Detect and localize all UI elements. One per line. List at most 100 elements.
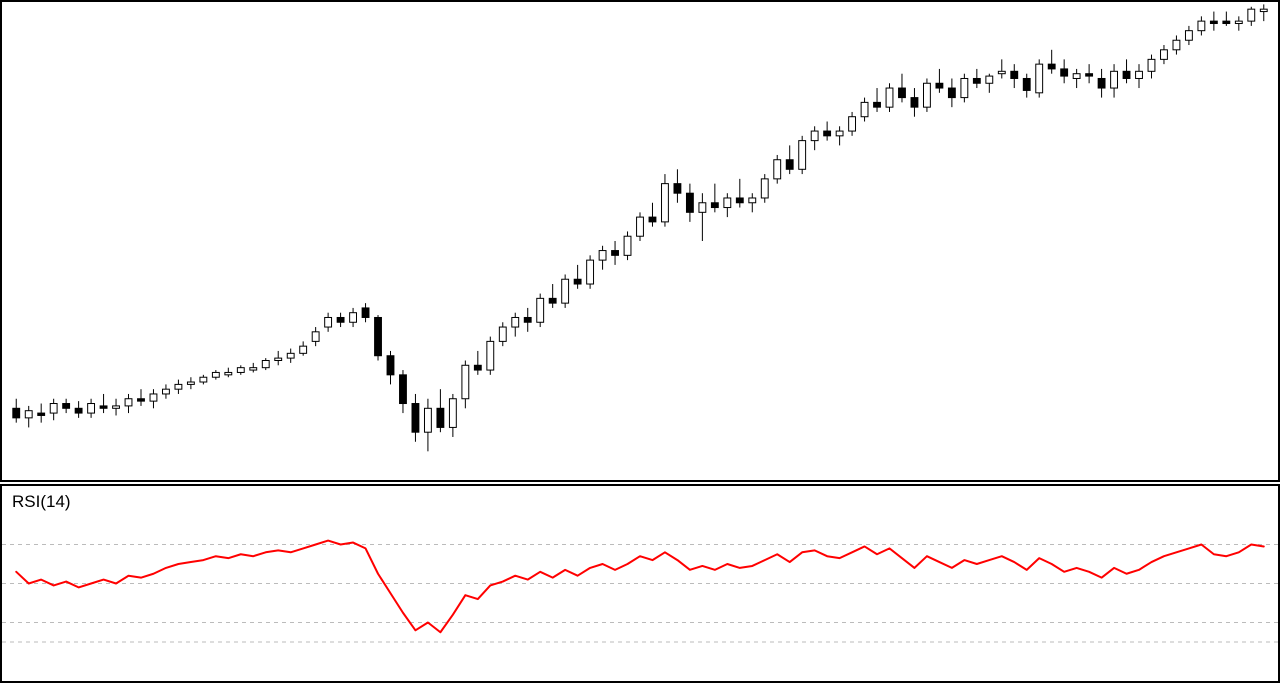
candle-body bbox=[400, 375, 407, 404]
candle-body bbox=[1161, 50, 1168, 60]
candle-body bbox=[649, 217, 656, 222]
candle-body bbox=[1173, 40, 1180, 50]
candle-body bbox=[1011, 71, 1018, 78]
candle-body bbox=[25, 411, 32, 418]
candle-body bbox=[861, 102, 868, 116]
candle-body bbox=[187, 382, 194, 384]
candle-body bbox=[1198, 21, 1205, 31]
candle-body bbox=[1098, 78, 1105, 88]
candle-body bbox=[599, 251, 606, 261]
candle-body bbox=[537, 298, 544, 322]
rsi-panel: RSI(14) bbox=[0, 484, 1280, 683]
candle-body bbox=[474, 365, 481, 370]
candlestick-chart bbox=[2, 2, 1278, 480]
candle-body bbox=[711, 203, 718, 208]
candle-body bbox=[250, 368, 257, 370]
candle-body bbox=[499, 327, 506, 341]
candle-body bbox=[1248, 9, 1255, 21]
candle-body bbox=[1260, 9, 1267, 11]
candle-body bbox=[1235, 21, 1242, 23]
candle-body bbox=[350, 313, 357, 323]
candle-body bbox=[1111, 71, 1118, 88]
rsi-label: RSI(14) bbox=[12, 492, 71, 512]
candle-body bbox=[424, 408, 431, 432]
candle-body bbox=[724, 198, 731, 208]
candle-body bbox=[749, 198, 756, 203]
candle-body bbox=[113, 406, 120, 408]
candle-body bbox=[125, 399, 132, 406]
candle-body bbox=[662, 184, 669, 222]
candle-body bbox=[1210, 21, 1217, 23]
candle-body bbox=[287, 353, 294, 358]
candle-body bbox=[88, 404, 95, 414]
candle-body bbox=[1223, 21, 1230, 23]
candle-body bbox=[686, 193, 693, 212]
candle-body bbox=[1061, 69, 1068, 76]
candle-body bbox=[736, 198, 743, 203]
candle-body bbox=[150, 394, 157, 401]
candle-body bbox=[1148, 59, 1155, 71]
candle-body bbox=[811, 131, 818, 141]
candle-body bbox=[1036, 64, 1043, 93]
candle-body bbox=[587, 260, 594, 284]
candle-body bbox=[1073, 74, 1080, 79]
candle-body bbox=[674, 184, 681, 194]
candle-body bbox=[899, 88, 906, 98]
candle-body bbox=[1048, 64, 1055, 69]
candle-body bbox=[986, 76, 993, 83]
candle-body bbox=[524, 317, 531, 322]
candle-body bbox=[449, 399, 456, 428]
candle-body bbox=[412, 404, 419, 433]
candle-body bbox=[225, 372, 232, 374]
candle-body bbox=[774, 160, 781, 179]
candle-body bbox=[437, 408, 444, 427]
candle-body bbox=[200, 377, 207, 382]
candle-body bbox=[761, 179, 768, 198]
chart-container: RSI(14) bbox=[0, 0, 1280, 683]
candle-body bbox=[375, 317, 382, 355]
candle-body bbox=[786, 160, 793, 170]
rsi-chart bbox=[2, 486, 1278, 681]
candle-body bbox=[362, 308, 369, 318]
candle-body bbox=[1123, 71, 1130, 78]
candle-body bbox=[562, 279, 569, 303]
candle-body bbox=[75, 408, 82, 413]
candle-body bbox=[312, 332, 319, 342]
candle-body bbox=[612, 251, 619, 256]
candle-body bbox=[138, 399, 145, 401]
candle-body bbox=[512, 317, 519, 327]
candle-body bbox=[38, 413, 45, 415]
candle-body bbox=[325, 317, 332, 327]
candle-body bbox=[637, 217, 644, 236]
candle-body bbox=[973, 78, 980, 83]
candle-body bbox=[275, 358, 282, 360]
candle-body bbox=[699, 203, 706, 213]
candle-body bbox=[799, 141, 806, 170]
candle-body bbox=[874, 102, 881, 107]
candle-body bbox=[237, 368, 244, 373]
candle-body bbox=[574, 279, 581, 284]
candle-body bbox=[262, 361, 269, 368]
candle-body bbox=[63, 404, 70, 409]
candle-body bbox=[387, 356, 394, 375]
candle-body bbox=[948, 88, 955, 98]
candle-body bbox=[487, 341, 494, 370]
candle-body bbox=[1185, 31, 1192, 41]
candle-body bbox=[624, 236, 631, 255]
candle-body bbox=[549, 298, 556, 303]
candle-body bbox=[886, 88, 893, 107]
rsi-line bbox=[16, 541, 1264, 633]
candle-body bbox=[961, 78, 968, 97]
candle-body bbox=[924, 83, 931, 107]
candle-body bbox=[1136, 71, 1143, 78]
candle-body bbox=[175, 384, 182, 389]
candle-body bbox=[212, 372, 219, 377]
candle-body bbox=[911, 98, 918, 108]
candle-body bbox=[1023, 78, 1030, 90]
candle-body bbox=[462, 365, 469, 398]
price-panel bbox=[0, 0, 1280, 482]
candle-body bbox=[50, 404, 57, 414]
candle-body bbox=[824, 131, 831, 136]
candle-body bbox=[163, 389, 170, 394]
candle-body bbox=[998, 71, 1005, 73]
